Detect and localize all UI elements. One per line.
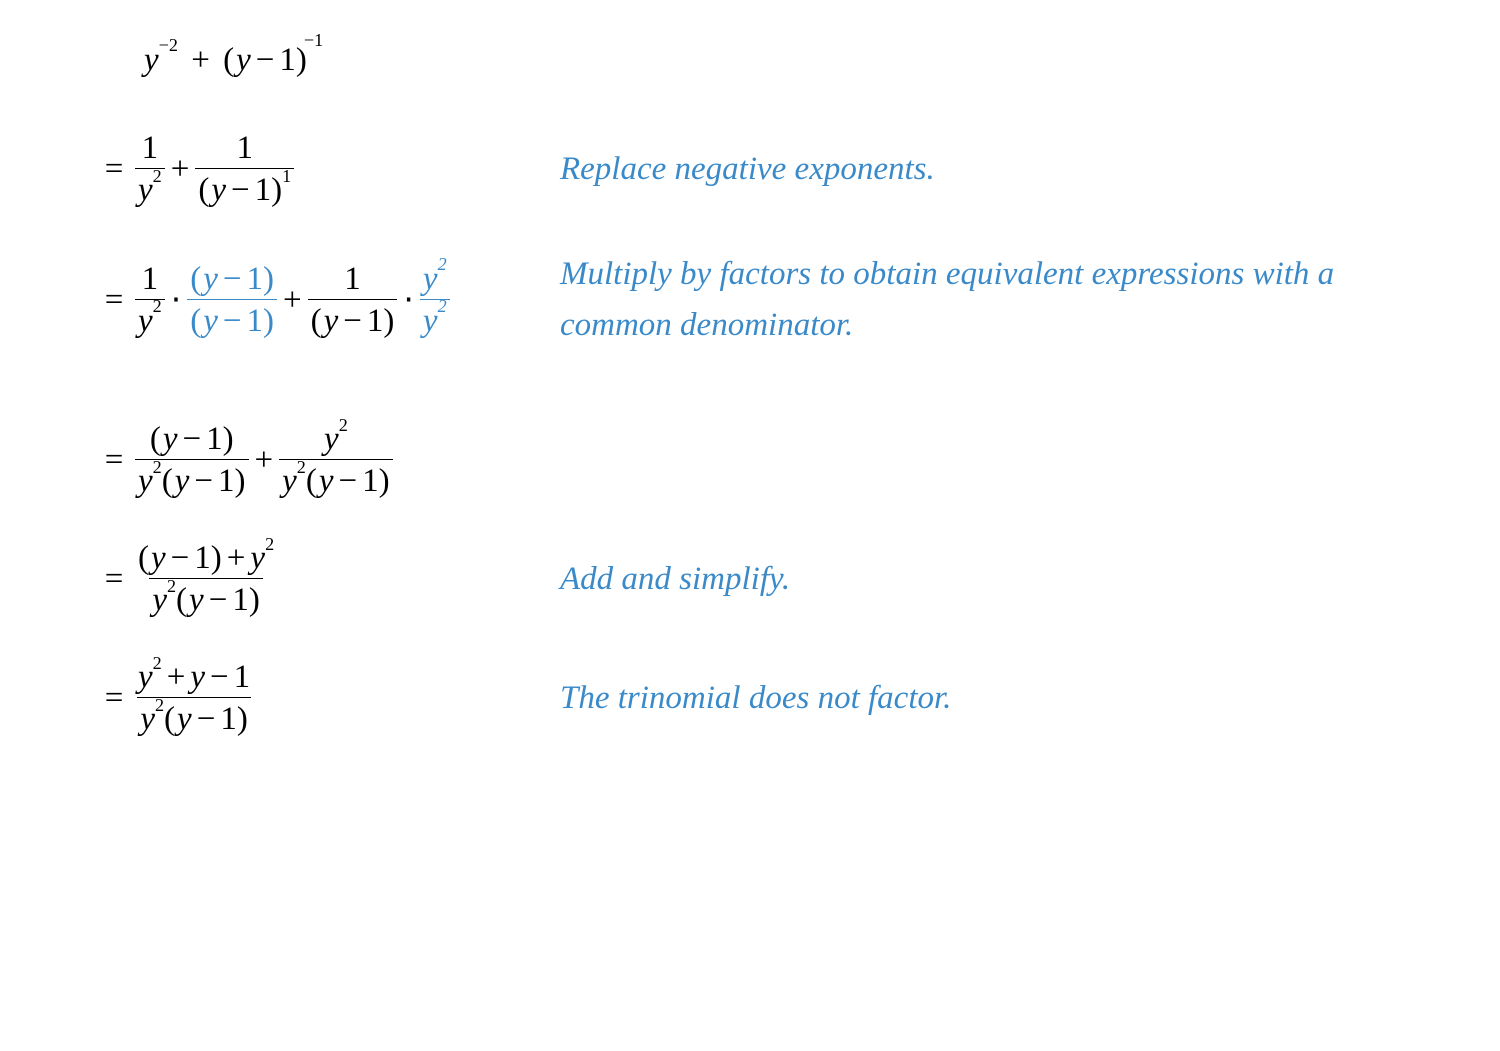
var-y: y <box>144 42 159 78</box>
step-4-row: = (y−1) y2(y−1) + y2 y2(y−1) <box>100 421 1450 500</box>
paren-group-1: (y−1) −1 <box>223 42 307 79</box>
step-5-explain: Add and simplify. <box>550 554 1450 605</box>
step-3-row: = 1 y2 ⋅ (y−1) (y−1) + 1 (y−1) ⋅ y2 y2 M… <box>100 249 1450 351</box>
frac-h: y2+y−1 y2(y−1) <box>135 659 253 738</box>
frac-1-over-yminus1: 1 (y−1)1 <box>195 130 294 209</box>
step-2-math: = 1 y2 + 1 (y−1)1 <box>100 130 550 209</box>
step-5-math: = (y−1)+y2 y2(y−1) <box>100 540 550 619</box>
step-6-math: = y2+y−1 y2(y−1) <box>100 659 550 738</box>
frac-b-blue: (y−1) (y−1) <box>187 261 277 340</box>
frac-a: 1 y2 <box>135 261 165 340</box>
step-1-math: y−2 + (y−1) −1 <box>100 30 594 90</box>
step-3-explain: Multiply by factors to obtain equivalent… <box>550 249 1450 351</box>
exp-neg2: −2 <box>159 35 178 55</box>
exp-neg1: −1 <box>304 30 323 51</box>
step-2-explain: Replace negative exponents. <box>550 144 1450 195</box>
step-3-math: = 1 y2 ⋅ (y−1) (y−1) + 1 (y−1) ⋅ y2 y2 <box>100 261 550 340</box>
frac-f: y2 y2(y−1) <box>279 421 393 500</box>
frac-c: 1 (y−1) <box>308 261 398 340</box>
cdot-1: ⋅ <box>166 280 187 320</box>
frac-1-over-y2: 1 y2 <box>135 130 165 209</box>
step-1-row: y−2 + (y−1) −1 <box>100 30 1450 90</box>
step-2-row: = 1 y2 + 1 (y−1)1 Replace negative expon… <box>100 130 1450 209</box>
frac-e: (y−1) y2(y−1) <box>135 421 249 500</box>
worked-example: y−2 + (y−1) −1 = 1 y2 + 1 (y−1)1 <box>100 30 1450 738</box>
plus-1: + <box>186 42 215 78</box>
frac-d-blue: y2 y2 <box>420 261 450 340</box>
step-4-math: = (y−1) y2(y−1) + y2 y2(y−1) <box>100 421 550 500</box>
frac-g: (y−1)+y2 y2(y−1) <box>135 540 277 619</box>
step-6-explain: The trinomial does not factor. <box>550 673 1450 724</box>
step-6-row: = y2+y−1 y2(y−1) The trinomial does not … <box>100 659 1450 738</box>
equals-2: = <box>100 151 134 188</box>
step-5-row: = (y−1)+y2 y2(y−1) Add and simplify. <box>100 540 1450 619</box>
